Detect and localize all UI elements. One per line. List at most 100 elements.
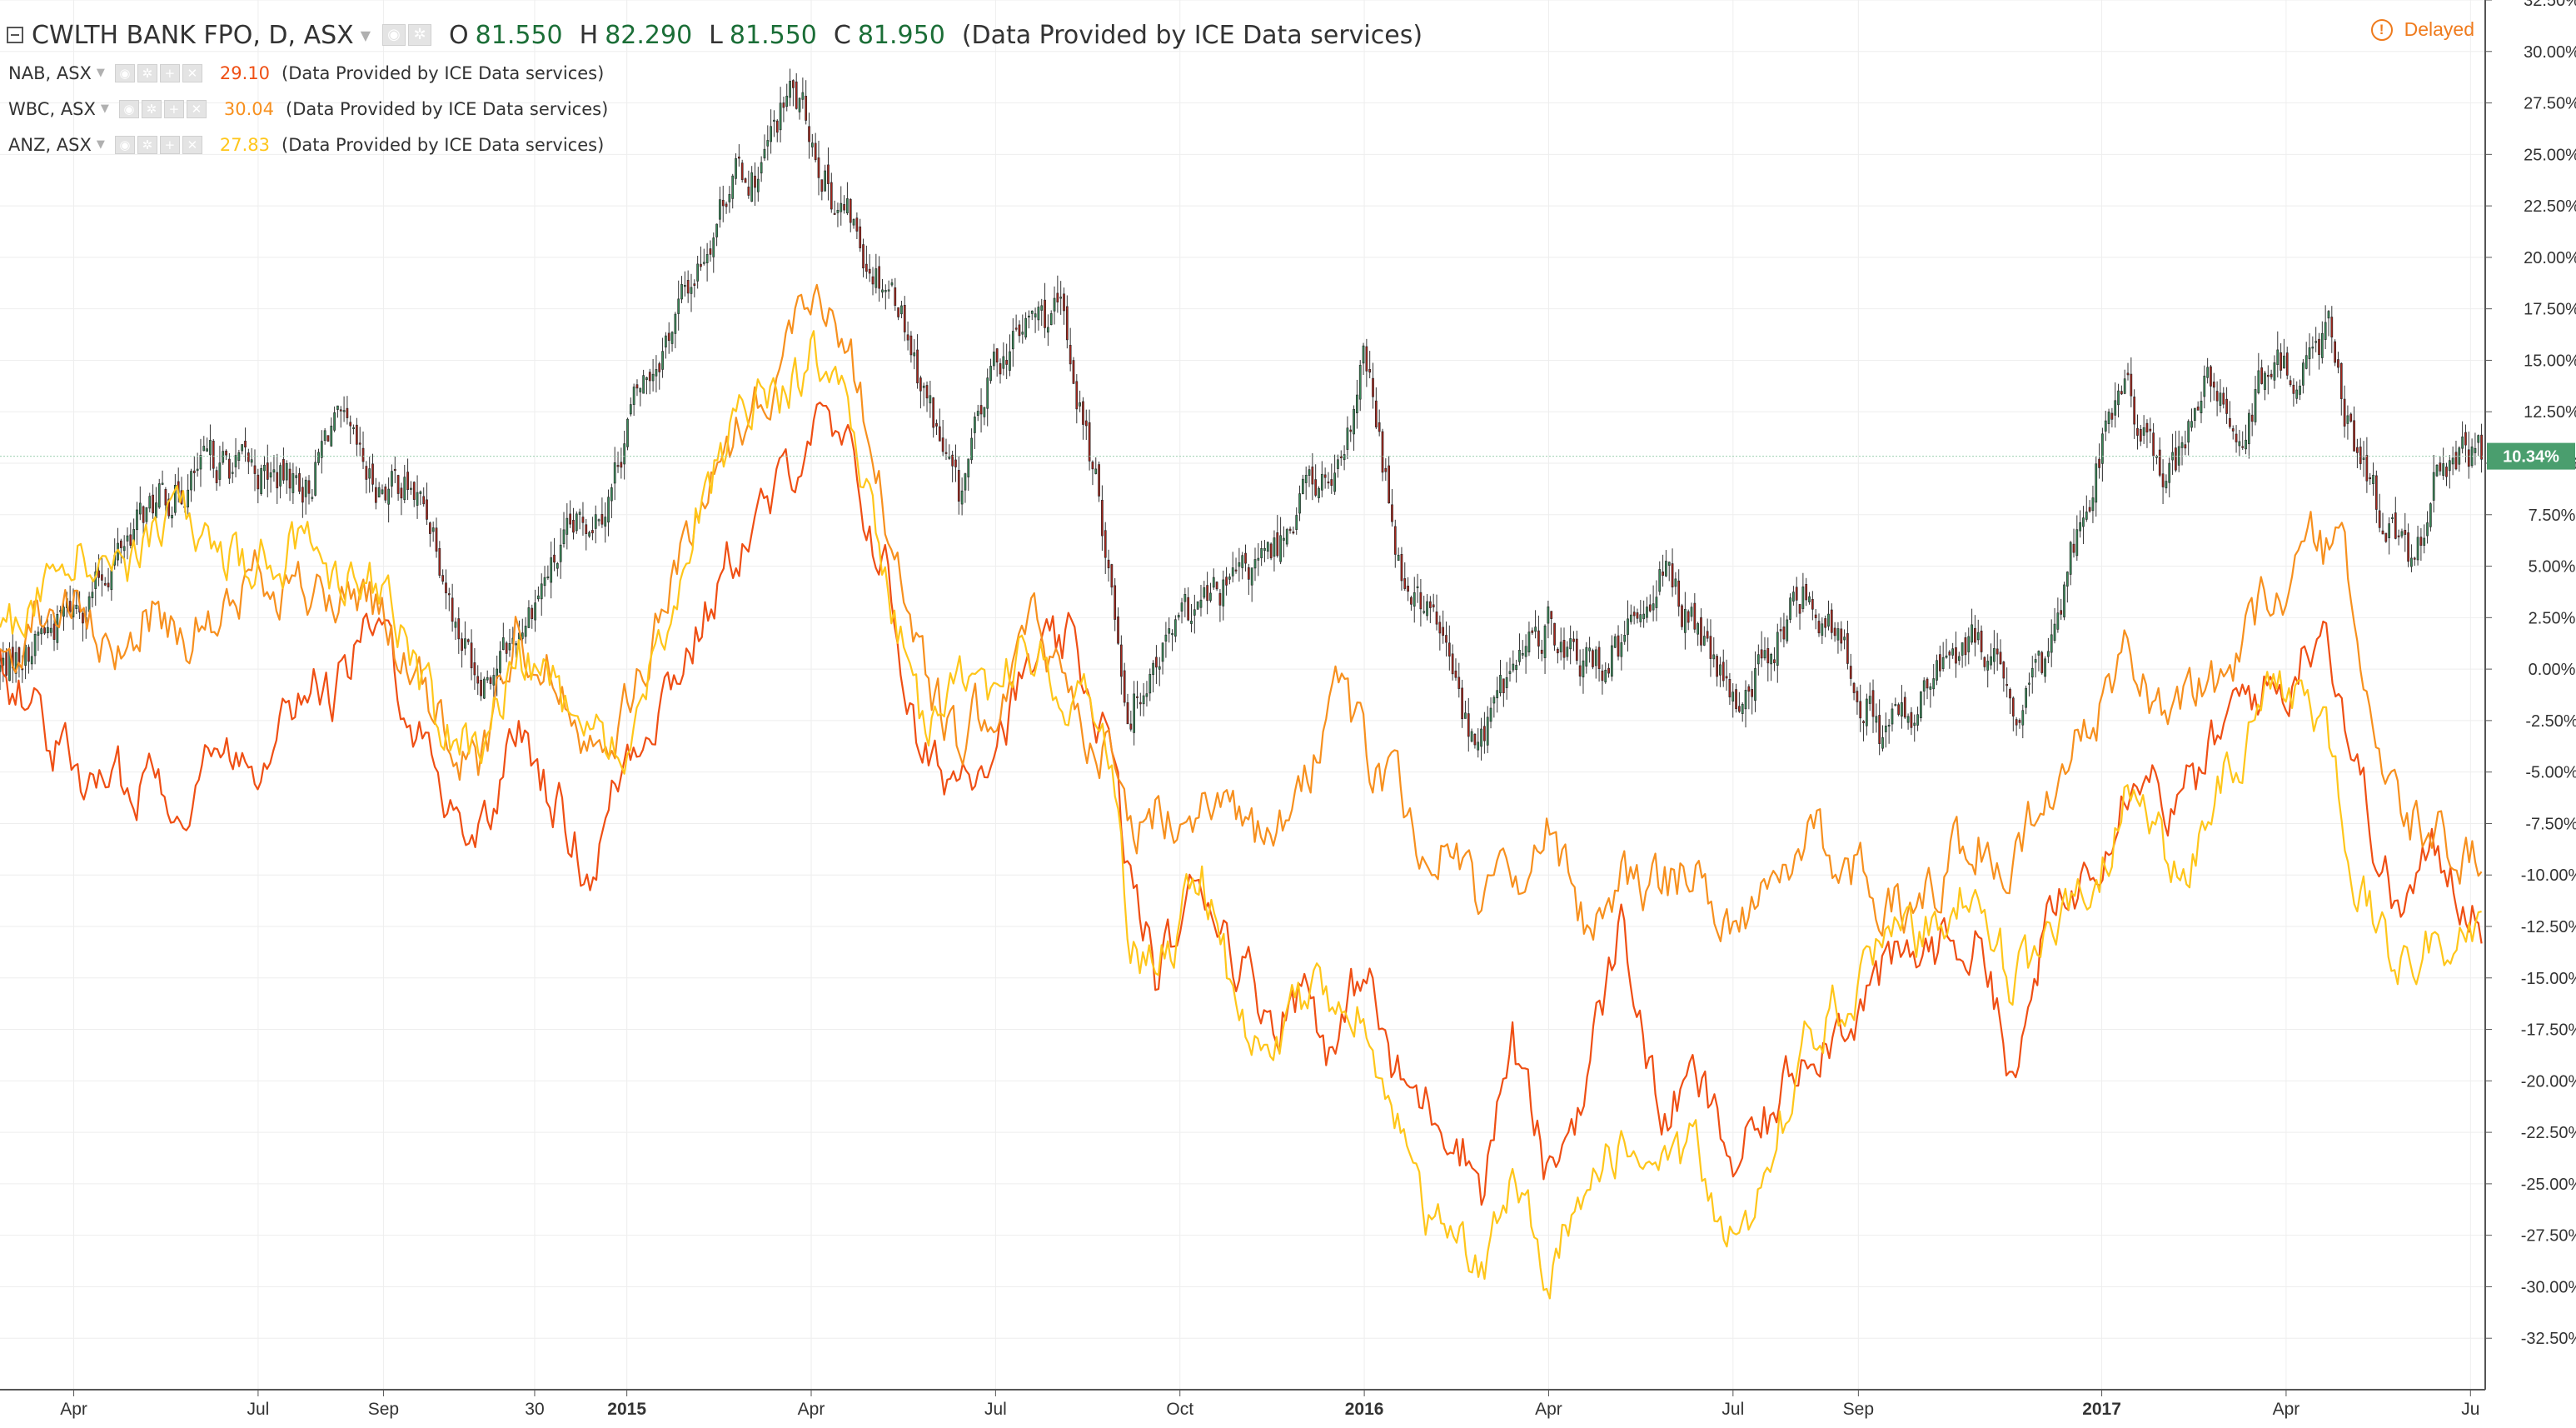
- candle-body: [323, 430, 326, 442]
- plus-icon[interactable]: +: [159, 63, 180, 82]
- candle-body: [1273, 537, 1276, 557]
- candle-body: [581, 517, 585, 523]
- plus-icon[interactable]: +: [163, 99, 184, 118]
- symbol-title[interactable]: CWLTH BANK FPO, D, ASX: [32, 20, 354, 50]
- y-tick-label: 12.50%: [2524, 403, 2576, 422]
- x-tick-label: Apr: [798, 1400, 825, 1419]
- eye-icon[interactable]: ◉: [114, 63, 135, 82]
- candle-body: [126, 535, 129, 542]
- candle-body: [1756, 654, 1760, 665]
- candle-body: [291, 473, 295, 493]
- close-icon[interactable]: ✕: [186, 99, 207, 118]
- candle-body: [2133, 397, 2136, 425]
- candle-body: [1014, 327, 1018, 330]
- candle-body: [260, 468, 262, 494]
- candle-body: [1040, 305, 1044, 311]
- gear-icon[interactable]: ✲: [408, 24, 432, 46]
- y-tick-label: -22.50%: [2521, 1124, 2576, 1142]
- close-icon[interactable]: ✕: [182, 63, 202, 82]
- candle-body: [2324, 322, 2327, 340]
- candle-body: [782, 102, 785, 108]
- delayed-status[interactable]: ! Delayed: [2370, 18, 2474, 41]
- candle-body: [1292, 532, 1295, 534]
- candle-body: [480, 679, 482, 697]
- candle-body: [466, 639, 470, 642]
- candle-body: [1218, 592, 1222, 606]
- candle-body: [2139, 428, 2142, 442]
- candle-body: [1684, 608, 1687, 633]
- candle-body: [1814, 614, 1817, 619]
- candle-body: [735, 158, 737, 179]
- y-tick-label: 17.50%: [2524, 301, 2576, 319]
- candle-body: [429, 522, 431, 534]
- eye-icon[interactable]: ◉: [382, 24, 406, 46]
- candle-body: [836, 210, 840, 213]
- candle-body: [1540, 649, 1543, 654]
- candle-body: [505, 642, 508, 654]
- ohlc-value: 81.950: [857, 20, 945, 50]
- candle-body: [1508, 671, 1512, 674]
- candle-body: [721, 199, 725, 207]
- candle-body: [381, 489, 384, 494]
- eye-icon[interactable]: ◉: [114, 135, 135, 154]
- candle-body: [620, 462, 623, 468]
- candle-body: [2423, 537, 2426, 546]
- gear-icon[interactable]: ✲: [137, 135, 157, 154]
- candle-body: [2110, 412, 2114, 420]
- candle-body: [1518, 650, 1521, 662]
- candle-body: [2088, 507, 2091, 512]
- candle-body: [785, 95, 789, 107]
- candle-body: [1849, 666, 1852, 679]
- comparison-symbol[interactable]: NAB, ASX: [8, 62, 92, 83]
- close-icon[interactable]: ✕: [182, 135, 202, 154]
- y-tick-label: 2.50%: [2529, 609, 2576, 627]
- data-provider-text: (Data Provided by ICE Data services): [282, 62, 605, 83]
- candle-body: [1129, 723, 1133, 730]
- candle-body: [1065, 306, 1069, 341]
- candle-body: [1413, 592, 1416, 607]
- candle-body: [760, 162, 763, 174]
- candle-body: [1174, 619, 1177, 637]
- grid-lines: [0, 0, 2485, 1390]
- plus-icon[interactable]: +: [159, 135, 180, 154]
- candle-body: [451, 597, 454, 622]
- candle-body: [1798, 604, 1801, 614]
- candle-body: [705, 254, 709, 263]
- candle-body: [314, 462, 317, 496]
- candle-body: [2056, 612, 2060, 630]
- candle-body: [1632, 612, 1636, 617]
- candle-body: [808, 126, 810, 142]
- candle-body: [2158, 449, 2161, 476]
- chevron-down-icon[interactable]: ▼: [96, 67, 105, 79]
- candle-body: [387, 488, 390, 505]
- gear-icon[interactable]: ✲: [137, 63, 157, 82]
- candle-body: [237, 452, 241, 462]
- candle-body: [1505, 677, 1508, 688]
- chevron-down-icon[interactable]: ▼: [360, 27, 371, 43]
- candle-body: [2190, 421, 2193, 428]
- chevron-down-icon[interactable]: ▼: [96, 138, 105, 151]
- candle-body: [1337, 459, 1339, 469]
- candle-body: [82, 612, 84, 624]
- candle-body: [894, 287, 897, 306]
- candle-body: [346, 407, 349, 418]
- candle-body: [2193, 407, 2196, 421]
- chevron-down-icon[interactable]: ▼: [100, 102, 109, 115]
- candle-body: [225, 450, 227, 456]
- gear-icon[interactable]: ✲: [141, 99, 162, 118]
- collapse-legend-icon[interactable]: [7, 27, 23, 43]
- candle-body: [212, 440, 215, 469]
- candle-body: [820, 179, 824, 192]
- candle-body: [1843, 637, 1846, 641]
- eye-icon[interactable]: ◉: [118, 99, 139, 118]
- candle-body: [377, 487, 381, 497]
- candle-body: [1738, 706, 1741, 712]
- candle-body: [569, 513, 572, 525]
- comparison-symbol[interactable]: WBC, ASX: [8, 98, 96, 119]
- candle-body: [119, 540, 122, 548]
- y-tick-label: -15.00%: [2521, 970, 2576, 988]
- candle-body: [754, 175, 756, 188]
- comparison-symbol[interactable]: ANZ, ASX: [8, 134, 92, 155]
- candle-body: [374, 487, 377, 503]
